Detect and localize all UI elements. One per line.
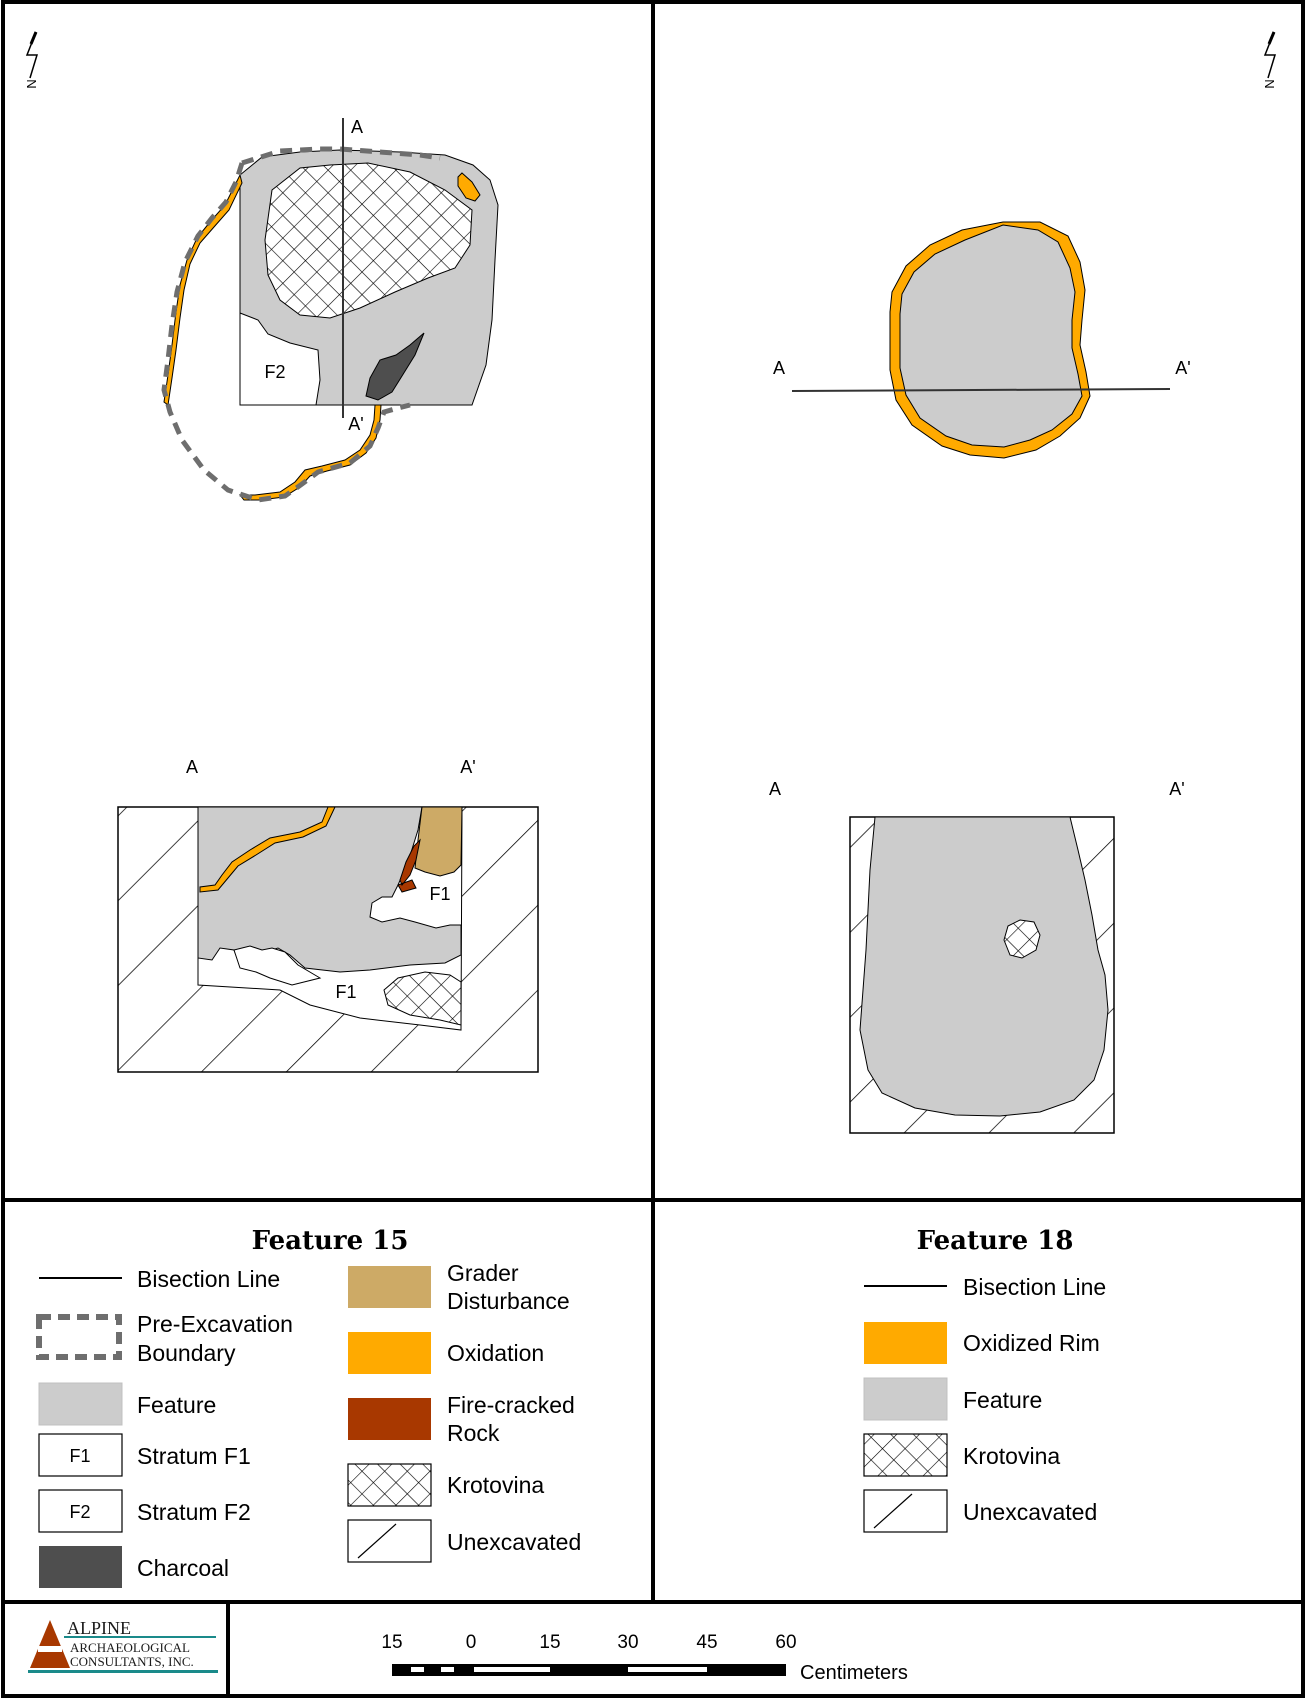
legend-swatch-f1-text: F1 [69, 1446, 90, 1466]
legend-label-grader-2: Disturbance [447, 1288, 570, 1314]
legend-label-fcr-1: Fire-cracked [447, 1392, 575, 1418]
legend-label-unexcavated: Unexcavated [447, 1529, 581, 1555]
feature18-plan-feature-fill [899, 224, 1083, 448]
feature15-pre-excavation-boundary [161, 146, 441, 503]
logo-teal-rule [28, 1670, 218, 1673]
scale-tick-label: 0 [466, 1632, 477, 1653]
legend-label-unexcavated: Unexcavated [963, 1499, 1097, 1525]
feature18-profile-label-a-prime: A' [1169, 779, 1184, 799]
north-label: N [1262, 79, 1277, 88]
legend-label-charcoal: Charcoal [137, 1555, 229, 1581]
legend-label-krotovina: Krotovina [963, 1443, 1060, 1469]
feature15-profile-view: A A' F1 F1 [117, 757, 539, 1073]
logo-text-line2: ARCHAEOLOGICAL [70, 1640, 190, 1655]
legend-label-bisection: Bisection Line [963, 1274, 1106, 1300]
feature18-plan-label-a-prime: A' [1175, 358, 1190, 378]
legend-swatch-unexcavated-hatch [357, 1523, 397, 1559]
legend-label-oxidation: Oxidation [447, 1340, 544, 1366]
feature18-profile-view: A A' [769, 779, 1185, 1134]
legend-swatch-feature [863, 1377, 948, 1421]
legend-swatch-krotovina [863, 1433, 948, 1477]
north-label: N [24, 79, 39, 88]
feature18-legend: Feature 18 Bisection Line Oxidized Rim F… [863, 1226, 1106, 1533]
scale-tick-label: 15 [539, 1632, 560, 1653]
legend-swatch-boundary [36, 1314, 122, 1360]
feature15-plan-label-f2: F2 [264, 362, 285, 382]
legend-label-bisection: Bisection Line [137, 1266, 280, 1292]
feature15-profile-label-a: A [186, 757, 198, 777]
logo-text-line1: ALPINE [67, 1618, 131, 1638]
legend-label-oxidized-rim: Oxidized Rim [963, 1330, 1100, 1356]
legend-label-feature: Feature [963, 1387, 1042, 1413]
company-logo: ALPINE ARCHAEOLOGICAL CONSULTANTS, INC. [28, 1618, 218, 1673]
feature15-legend-title: Feature 15 [252, 1226, 409, 1256]
feature18-profile-label-a: A [769, 779, 781, 799]
feature18-plan-view: A A' [773, 221, 1191, 459]
legend-label-boundary-1: Pre-Excavation [137, 1311, 293, 1337]
legend-swatch-unexcavated-hatch [873, 1493, 913, 1529]
feature15-legend: Feature 15 Bisection Line Pre-Excavation… [36, 1226, 581, 1588]
feature15-plan-krotovina [264, 162, 473, 319]
logo-triangle-icon [30, 1620, 70, 1668]
scale-bar-segment [441, 1667, 454, 1672]
legend-swatch-fcr [348, 1398, 431, 1440]
feature15-profile-label-f1-upper: F1 [429, 884, 450, 904]
legend-swatch-feature [38, 1382, 123, 1426]
legend-label-krotovina: Krotovina [447, 1472, 544, 1498]
legend-swatch-oxidized-rim [864, 1322, 947, 1364]
feature18-profile-krotovina [1003, 919, 1041, 959]
legend-label-fcr-2: Rock [447, 1420, 500, 1446]
feature15-plan-stratum-f2 [239, 312, 321, 406]
feature15-profile-label-f1-lower: F1 [335, 982, 356, 1002]
legend-swatch-f1 [38, 1433, 123, 1477]
scale-bar-segment [474, 1667, 550, 1672]
north-arrow-icon: N [24, 31, 39, 89]
legend-swatch-grader [348, 1266, 431, 1308]
legend-label-grader-1: Grader [447, 1260, 519, 1286]
scale-bar-segment [411, 1667, 424, 1672]
legend-label-boundary-2: Boundary [137, 1340, 236, 1366]
scale-bar-unit: Centimeters [800, 1662, 908, 1684]
feature15-profile-label-a-prime: A' [460, 757, 475, 777]
feature18-legend-title: Feature 18 [917, 1226, 1074, 1256]
legend-swatch-f2 [38, 1489, 123, 1533]
logo-text-line3: CONSULTANTS, INC. [70, 1654, 194, 1669]
logo-teal-rule-upper [64, 1636, 216, 1638]
feature15-profile-white-pocket [233, 945, 322, 986]
feature18-plan-label-a: A [773, 358, 785, 378]
scale-tick-label: 45 [696, 1632, 717, 1653]
legend-swatch-charcoal [39, 1546, 122, 1588]
feature18-profile-feature-fill [859, 816, 1109, 1117]
scale-bar: 15 0 15 30 45 60 Centimeters [381, 1632, 907, 1684]
feature15-profile-fire-cracked-rock [397, 838, 421, 893]
legend-label-f2: Stratum F2 [137, 1499, 251, 1525]
feature18-plan-bisection-line [791, 388, 1171, 392]
legend-swatch-f2-text: F2 [69, 1502, 90, 1522]
feature15-profile-oxidation-band [199, 806, 336, 893]
feature15-plan-label-a-prime: A' [348, 414, 363, 434]
feature15-profile-krotovina [383, 971, 462, 1026]
scale-tick-label: 60 [775, 1632, 796, 1653]
feature15-profile-grader-disturbance [414, 806, 463, 877]
logo-triangle-bar [38, 1646, 62, 1652]
legend-swatch-oxidation [348, 1332, 431, 1374]
feature15-plan-view: A A' F2 [161, 117, 499, 503]
feature15-plan-label-a: A [351, 117, 363, 137]
scale-bar-segment [628, 1667, 707, 1672]
legend-swatch-krotovina [347, 1463, 432, 1507]
north-arrow-icon: N [1262, 31, 1277, 89]
scale-tick-label: 15 [381, 1632, 402, 1653]
scale-bar-tick-labels: 15 0 15 30 45 60 [381, 1632, 796, 1653]
scale-tick-label: 30 [617, 1632, 638, 1653]
feature15-plan-oxidation-spot [457, 172, 481, 202]
legend-label-feature: Feature [137, 1392, 216, 1418]
feature15-plan-charcoal [365, 332, 425, 401]
legend-label-f1: Stratum F1 [137, 1443, 251, 1469]
